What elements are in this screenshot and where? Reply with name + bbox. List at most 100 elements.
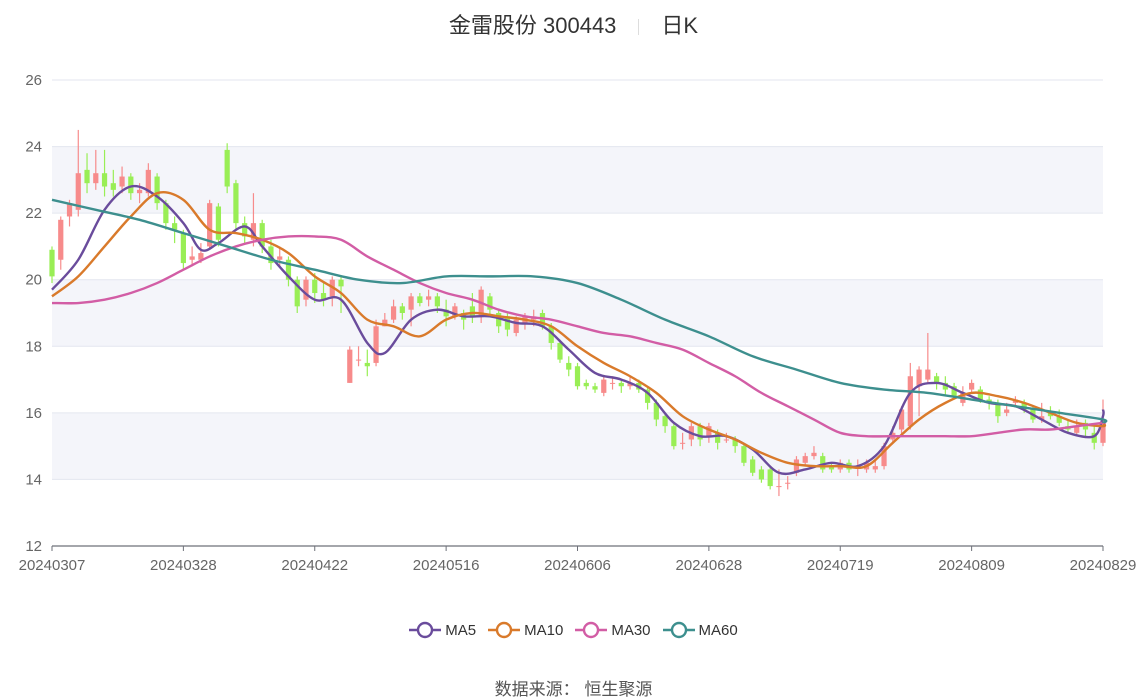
candle-body — [312, 279, 318, 294]
candle-body — [820, 456, 826, 470]
legend-label: MA30 — [611, 621, 651, 639]
candle-body — [408, 296, 414, 310]
x-tick-label: 20240307 — [19, 557, 86, 574]
candle-body — [382, 319, 388, 327]
candle-body — [1074, 426, 1080, 433]
candle-body — [916, 369, 922, 387]
candle-body — [58, 219, 64, 260]
y-axis: 12 14 16 18 20 22 24 26 — [25, 72, 42, 555]
candle-body — [347, 349, 353, 383]
candle-body — [969, 382, 975, 390]
x-tick-label: 20240516 — [413, 557, 480, 574]
candle-body — [469, 306, 476, 317]
ma-line-ma10 — [51, 190, 1107, 470]
candle-body — [93, 173, 99, 184]
candle-body — [189, 256, 195, 260]
candle-body — [417, 296, 423, 304]
candle-body — [66, 203, 73, 217]
candle-body — [426, 296, 432, 300]
candle-body — [1021, 402, 1027, 410]
x-tick-label: 20240328 — [150, 557, 217, 574]
candle-body — [566, 362, 572, 370]
candle-body — [259, 223, 265, 247]
candle-body — [268, 246, 274, 264]
legend-label: MA60 — [698, 621, 738, 639]
candle-body — [84, 169, 90, 184]
candle-body — [793, 459, 800, 473]
candle-body — [364, 362, 370, 367]
candle-body — [802, 456, 808, 463]
candle-body — [898, 409, 905, 430]
grid-band — [52, 279, 1103, 347]
candle-body — [583, 382, 589, 387]
candle-body — [207, 203, 213, 247]
ma-line-ma60 — [51, 198, 1108, 425]
candle-body — [977, 389, 983, 400]
candle-body — [119, 176, 125, 187]
candle-body — [198, 253, 204, 260]
ma-line-ma30 — [51, 234, 1107, 438]
candle-body — [452, 306, 458, 317]
legend-marker-icon — [575, 621, 608, 639]
candle-body — [355, 359, 362, 361]
legend-marker-icon — [488, 621, 521, 639]
candle-body — [811, 452, 817, 457]
legend-item-ma30[interactable]: MA30 — [575, 620, 651, 640]
candle-body — [767, 469, 773, 487]
candle-body — [942, 382, 948, 390]
candle-body — [627, 382, 633, 387]
candle-body — [136, 189, 143, 194]
candle-body — [715, 432, 721, 443]
y-tick-label: 24 — [25, 139, 42, 156]
candle-body — [320, 293, 327, 300]
candle-body — [828, 466, 835, 470]
candle-body — [785, 482, 791, 484]
ma-line-ma5 — [51, 184, 1105, 476]
legend-marker-icon — [662, 621, 695, 639]
candle-body — [601, 379, 607, 393]
x-tick-label: 20240606 — [544, 557, 611, 574]
candle-body — [128, 176, 134, 194]
candle-body — [487, 296, 493, 310]
candle-body — [557, 342, 563, 360]
candle-body — [373, 326, 379, 363]
candle-body — [110, 183, 116, 190]
candle-body — [618, 382, 624, 387]
x-axis: 20240307 20240328 20240422 20240516 20240606… — [19, 545, 1136, 574]
candle-body — [679, 442, 686, 444]
legend-marker-icon — [409, 621, 442, 639]
candle-body — [574, 366, 581, 387]
candle-body — [1047, 412, 1054, 417]
legend-item-ma5[interactable]: MA5 — [409, 620, 476, 640]
candle-body — [776, 486, 782, 488]
kline-chart[interactable]: 12 14 16 18 20 22 24 26 20240307 20240328 2024042… — [0, 0, 1147, 610]
legend-label: MA5 — [445, 621, 477, 639]
candle-body — [1056, 416, 1062, 423]
candle-body — [644, 389, 651, 403]
y-tick-label: 14 — [25, 471, 42, 488]
candle-body — [609, 382, 616, 384]
candle-body — [758, 469, 765, 480]
candle-body — [277, 256, 283, 260]
legend-item-ma60[interactable]: MA60 — [662, 620, 738, 640]
candle-body — [504, 316, 511, 330]
candle-body — [513, 319, 519, 333]
y-tick-label: 22 — [25, 205, 42, 222]
candle-body — [548, 326, 554, 343]
y-tick-label: 16 — [25, 405, 42, 422]
candle-body — [662, 416, 668, 427]
candle-body — [294, 279, 300, 307]
candle-body — [172, 223, 178, 230]
candle-body — [242, 223, 248, 237]
legend-item-ma10[interactable]: MA10 — [488, 620, 563, 640]
candle-body — [154, 176, 160, 204]
candle-body — [250, 223, 257, 240]
candle-body — [49, 249, 55, 277]
candle-body — [390, 306, 397, 320]
y-tick-label: 20 — [25, 272, 42, 289]
candle-body — [338, 279, 344, 287]
candle-body — [750, 459, 756, 473]
data-source: 数据来源： 恒生聚源 — [494, 680, 653, 699]
candle-body — [145, 169, 151, 194]
candle-body — [180, 233, 186, 264]
